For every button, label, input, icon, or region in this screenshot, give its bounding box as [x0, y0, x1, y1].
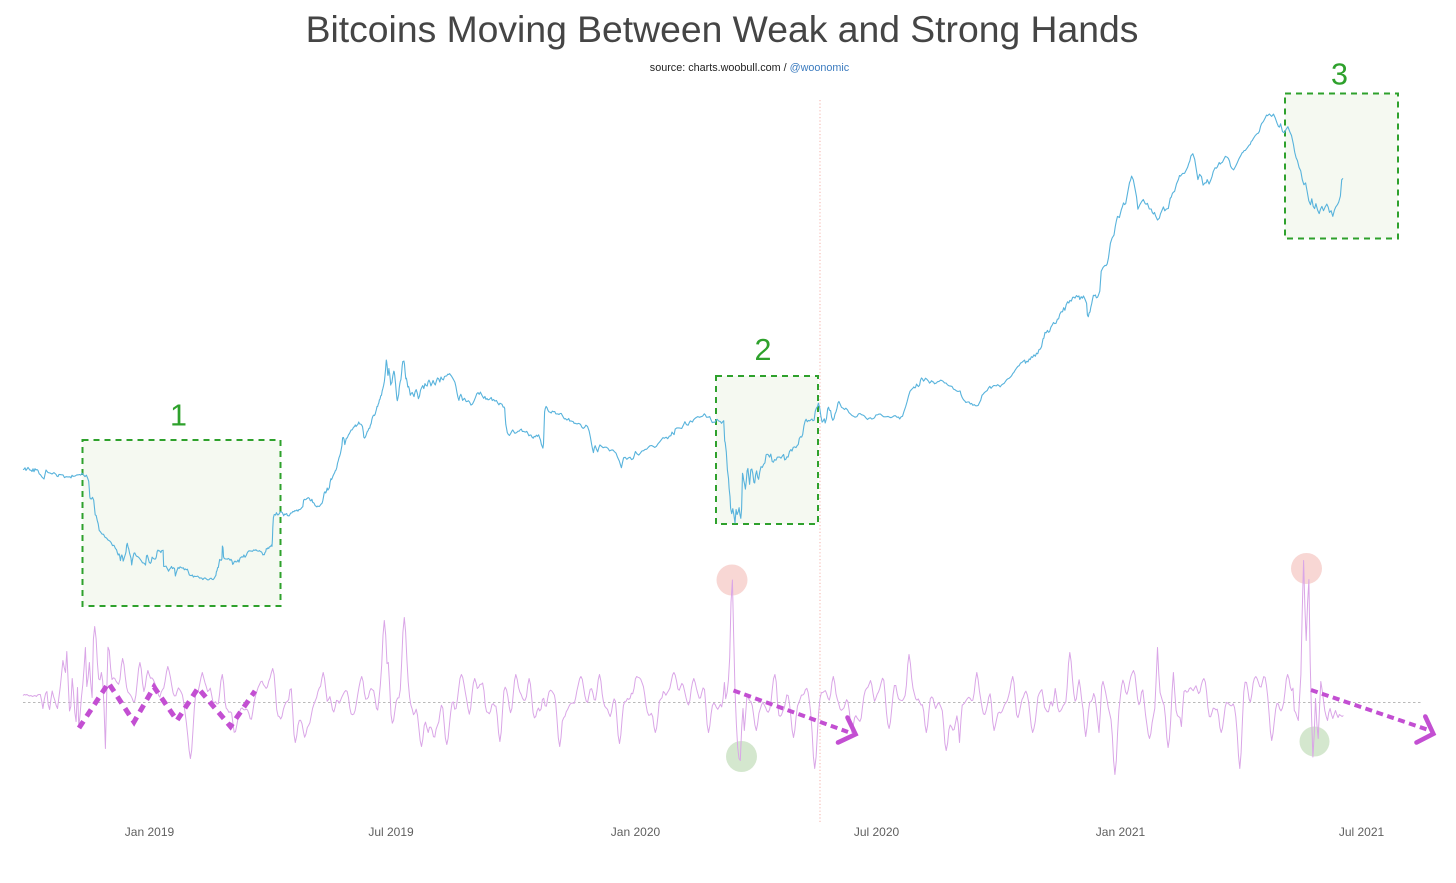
svg-text:Jul 2019: Jul 2019: [368, 825, 414, 839]
svg-text:Jan 2019: Jan 2019: [125, 825, 175, 839]
svg-text:source: charts.woobull.com / @: source: charts.woobull.com / @woonomic: [650, 62, 850, 74]
svg-text:Jan 2021: Jan 2021: [1096, 825, 1146, 839]
svg-text:1: 1: [170, 399, 187, 433]
svg-text:3: 3: [1331, 58, 1348, 92]
svg-text:Jan 2020: Jan 2020: [611, 825, 661, 839]
svg-text:Jul 2021: Jul 2021: [1339, 825, 1385, 839]
svg-text:Bitcoins Moving Between Weak a: Bitcoins Moving Between Weak and Strong …: [306, 8, 1139, 50]
svg-text:2: 2: [755, 333, 772, 367]
svg-text:Jul 2020: Jul 2020: [854, 825, 900, 839]
